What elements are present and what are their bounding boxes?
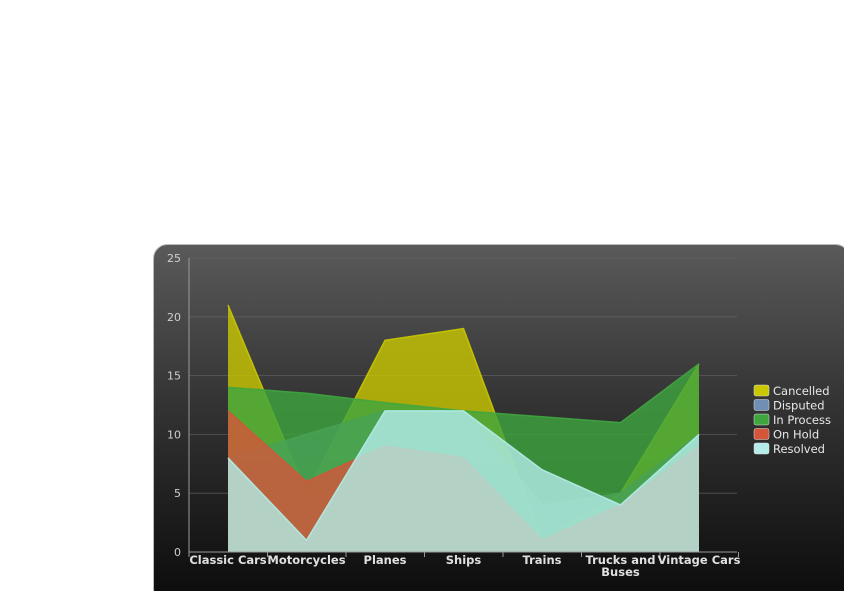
- legend-label-cancelled: Cancelled: [773, 384, 830, 398]
- legend-label-resolved: Resolved: [773, 442, 825, 456]
- x-category-label: Trucks and Buses: [586, 553, 656, 579]
- x-category-label: Trains: [523, 553, 562, 567]
- chart-panel: 0 5 10 15 20 25 Classic Cars Motorcycles Planes S…: [153, 244, 844, 591]
- legend-swatch-on-hold: [753, 428, 770, 440]
- legend-swatch-in-process: [753, 413, 770, 426]
- y-tick-label: 5: [174, 487, 181, 500]
- legend-swatch-disputed: [753, 399, 770, 411]
- y-tick-label: 25: [167, 252, 181, 265]
- x-category-label: Motorcycles: [267, 553, 345, 567]
- legend-label-in-process: In Process: [773, 413, 831, 427]
- area-chart: 0 5 10 15 20 25 Classic Cars Motorcycles Planes S…: [153, 244, 844, 591]
- x-category-label: Classic Cars: [189, 553, 266, 567]
- x-category-label: Vintage Cars: [658, 553, 741, 567]
- x-category-label: Ships: [446, 553, 482, 567]
- y-tick-label: 0: [174, 546, 181, 559]
- legend-label-on-hold: On Hold: [773, 428, 819, 442]
- legend-swatch-cancelled: [753, 384, 770, 397]
- legend-label-disputed: Disputed: [773, 399, 825, 413]
- area-resolved: [228, 410, 699, 552]
- y-tick-label: 15: [167, 370, 181, 383]
- y-tick-label: 10: [167, 428, 181, 441]
- line-resolved: [227, 410, 700, 542]
- x-category-label: Planes: [364, 553, 407, 567]
- legend-swatch-resolved: [753, 442, 770, 455]
- y-tick-label: 20: [167, 311, 181, 324]
